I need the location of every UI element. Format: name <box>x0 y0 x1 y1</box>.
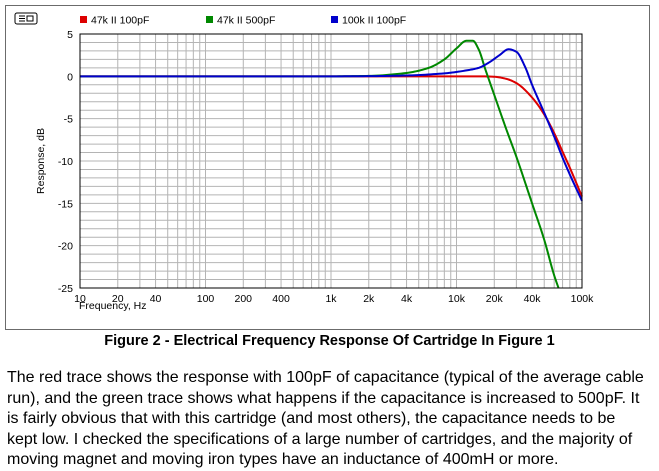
x-tick-label: 200 <box>235 293 253 305</box>
figure-frame: 47k II 100pF 47k II 500pF 100k II 100pF 5 0… <box>5 5 650 330</box>
x-tick-label: 100 <box>197 293 215 305</box>
plot-border <box>79 33 583 289</box>
x-tick-label: 10k <box>448 293 466 305</box>
y-tick-label: -25 <box>58 283 73 295</box>
legend-label: 47k II 100pF <box>91 15 149 27</box>
legend-label: 47k II 500pF <box>217 15 275 27</box>
y-axis-label: Response, dB <box>35 128 47 194</box>
y-tick-label: -5 <box>64 114 73 126</box>
x-tick-label: 2k <box>363 293 375 305</box>
body-paragraph: The red trace shows the response with 10… <box>7 369 644 469</box>
series-line-3 <box>80 48 583 202</box>
series-lines <box>80 39 583 289</box>
chart-legend: 47k II 100pF 47k II 500pF 100k II 100pF <box>80 15 406 27</box>
legend-swatch <box>331 16 338 23</box>
y-tick-label: -10 <box>58 156 73 168</box>
legend-label: 100k II 100pF <box>342 15 406 27</box>
y-tick-label: -20 <box>58 241 73 253</box>
x-tick-label: 100k <box>571 293 595 305</box>
x-tick-label: 1k <box>325 293 337 305</box>
x-tick-label: 20k <box>486 293 504 305</box>
y-tick-label: -15 <box>58 198 73 210</box>
x-tick-label: 40 <box>150 293 162 305</box>
x-tick-label: 20 <box>112 293 124 305</box>
copy-chart-icon[interactable] <box>14 12 38 25</box>
y-tick-label: 0 <box>67 71 73 83</box>
figure-caption: Figure 2 - Electrical Frequency Response… <box>104 333 555 349</box>
x-axis-label: Frequency, Hz <box>79 300 147 312</box>
legend-swatch <box>206 16 213 23</box>
y-tick-label: 5 <box>67 29 73 41</box>
x-tick-label: 4k <box>401 293 413 305</box>
frequency-response-chart: 47k II 100pF 47k II 500pF 100k II 100pF 5 0… <box>14 12 594 312</box>
x-tick-label: 10 <box>74 293 86 305</box>
x-tick-label: 400 <box>272 293 290 305</box>
legend-swatch <box>80 16 87 23</box>
x-tick-label: 40k <box>524 293 542 305</box>
